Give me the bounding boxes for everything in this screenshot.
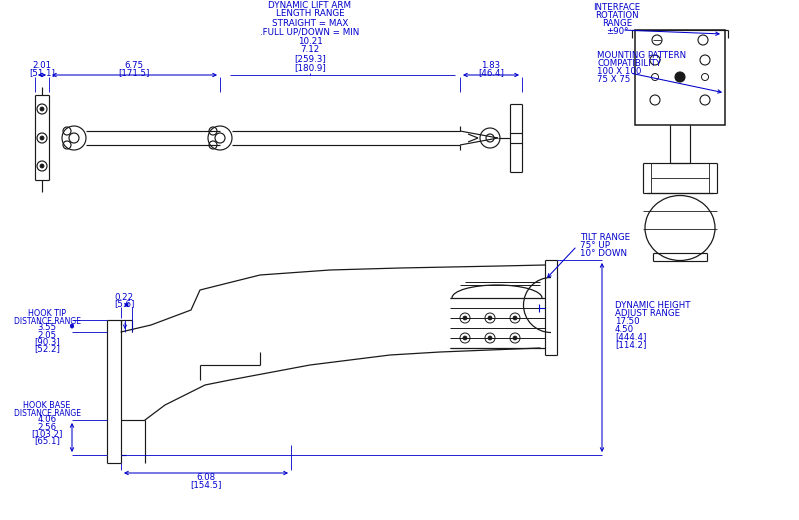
Text: [52.2]: [52.2] — [34, 344, 60, 354]
Text: 2.56: 2.56 — [38, 422, 57, 432]
Circle shape — [675, 72, 685, 82]
Text: [180.9]: [180.9] — [294, 63, 326, 72]
Text: [51.1]: [51.1] — [29, 69, 55, 77]
Text: MOUNTING PATTERN: MOUNTING PATTERN — [597, 51, 686, 60]
Text: HOOK BASE: HOOK BASE — [23, 401, 70, 410]
Text: 2.01: 2.01 — [33, 61, 52, 71]
Text: [114.2]: [114.2] — [615, 341, 646, 349]
Text: [65.1]: [65.1] — [34, 436, 60, 446]
Text: 7.12: 7.12 — [300, 45, 320, 55]
Circle shape — [40, 164, 44, 168]
Text: 1.83: 1.83 — [482, 61, 500, 71]
Circle shape — [488, 336, 492, 340]
Bar — [635, 30, 725, 125]
Text: 75° UP: 75° UP — [580, 241, 610, 251]
Text: DYNAMIC LIFT ARM: DYNAMIC LIFT ARM — [268, 1, 352, 9]
Circle shape — [40, 107, 44, 111]
Text: 4.06: 4.06 — [38, 415, 57, 424]
Text: [259.3]: [259.3] — [294, 55, 326, 63]
Circle shape — [463, 336, 467, 340]
Text: TILT RANGE: TILT RANGE — [580, 233, 630, 242]
Text: [444.4]: [444.4] — [615, 332, 646, 342]
Text: [103.2]: [103.2] — [31, 430, 62, 438]
Text: ±90°: ±90° — [606, 28, 628, 36]
Text: DISTANCE RANGE: DISTANCE RANGE — [14, 317, 81, 326]
Text: 100 X 100: 100 X 100 — [597, 68, 642, 76]
Text: 4.50: 4.50 — [615, 324, 634, 333]
Text: ROTATION: ROTATION — [595, 11, 639, 20]
Text: 10.21: 10.21 — [297, 36, 322, 45]
Text: RANGE: RANGE — [602, 19, 632, 29]
Text: INTERFACE: INTERFACE — [594, 4, 641, 12]
Text: COMPATIBILITY: COMPATIBILITY — [597, 59, 661, 69]
Circle shape — [463, 316, 467, 320]
Text: STRAIGHT = MAX: STRAIGHT = MAX — [272, 19, 348, 28]
Circle shape — [513, 316, 517, 320]
Text: DYNAMIC HEIGHT: DYNAMIC HEIGHT — [615, 301, 690, 309]
Text: 6.08: 6.08 — [197, 474, 216, 483]
Text: 0.22: 0.22 — [114, 292, 133, 302]
Text: [90.3]: [90.3] — [34, 337, 60, 346]
Text: 10° DOWN: 10° DOWN — [580, 250, 627, 258]
Text: ADJUST RANGE: ADJUST RANGE — [615, 308, 680, 318]
Text: 2.05: 2.05 — [38, 331, 57, 340]
Text: .FULL UP/DOWN = MIN: .FULL UP/DOWN = MIN — [260, 28, 360, 36]
Text: LENGTH RANGE: LENGTH RANGE — [276, 9, 344, 19]
Text: HOOK TIP: HOOK TIP — [28, 309, 66, 318]
Text: [154.5]: [154.5] — [190, 480, 221, 489]
Text: DISTANCE RANGE: DISTANCE RANGE — [14, 409, 81, 418]
Text: 17.50: 17.50 — [615, 317, 640, 326]
Text: 6.75: 6.75 — [125, 61, 144, 71]
Circle shape — [40, 136, 44, 140]
Text: 75 X 75: 75 X 75 — [597, 75, 630, 84]
Circle shape — [488, 316, 492, 320]
Circle shape — [513, 336, 517, 340]
Text: 3.55: 3.55 — [38, 323, 57, 332]
Text: [5.6]: [5.6] — [113, 300, 134, 308]
Text: [46.4]: [46.4] — [478, 69, 504, 77]
Text: [171.5]: [171.5] — [118, 69, 149, 77]
